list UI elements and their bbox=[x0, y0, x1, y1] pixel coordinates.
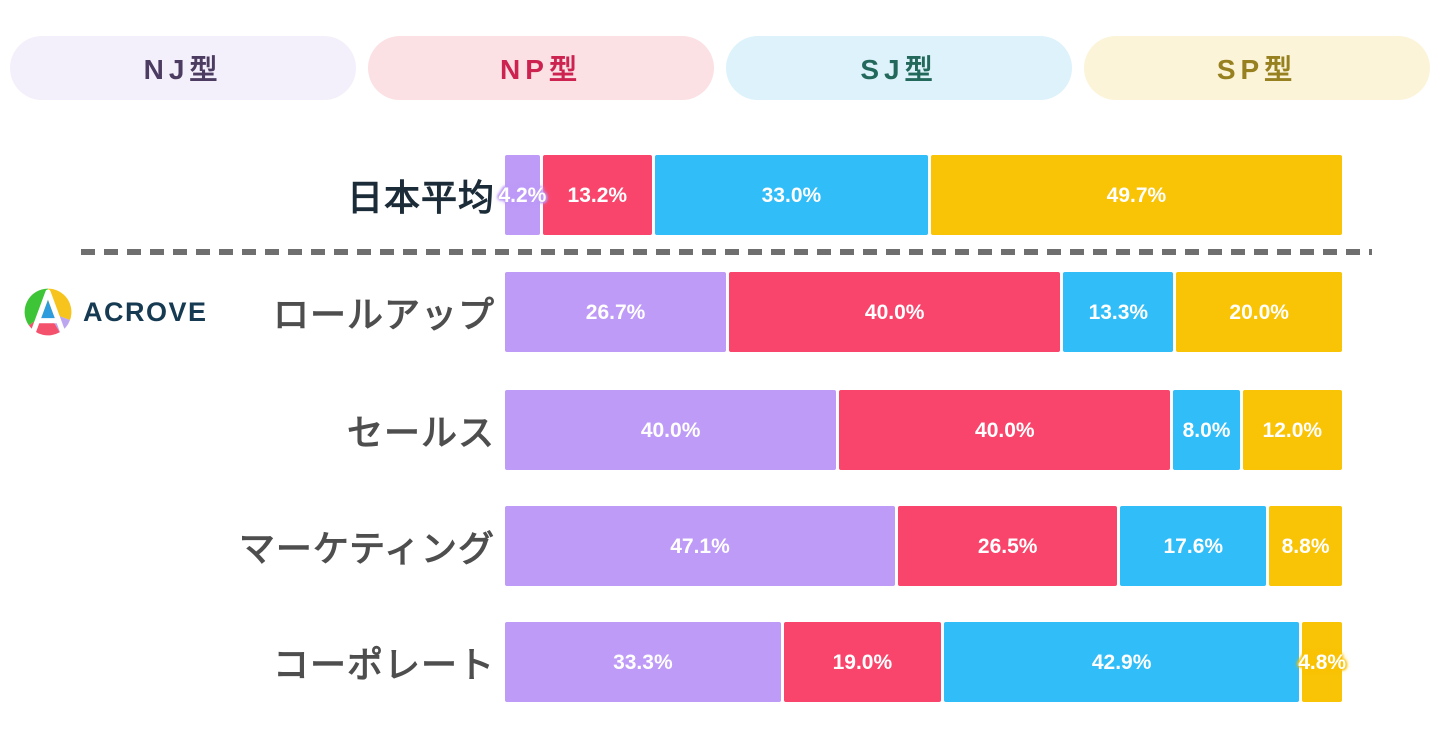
percent-label: 4.8% bbox=[1298, 650, 1347, 674]
percent-label: 49.7% bbox=[1106, 183, 1167, 207]
bar-segment-sp: 4.8% bbox=[1298, 622, 1346, 702]
stacked-bar-japan-average: 4.2% 13.2% 33.0% 49.7% bbox=[498, 155, 1342, 235]
bar-segment-sp: 20.0% bbox=[1176, 272, 1342, 352]
legend-pill-sj: SJ型 bbox=[726, 36, 1072, 100]
percent-label: 8.0% bbox=[1182, 418, 1231, 442]
row-label-rollup: ロールアップ bbox=[272, 294, 495, 335]
bar-segment-nj: 33.3% bbox=[505, 622, 781, 702]
row-label-corporate: コーポレート bbox=[272, 644, 495, 685]
bar-row-rollup: ロールアップ 26.7% 40.0% 13.3% 20.0% bbox=[0, 272, 1440, 352]
percent-label: 13.3% bbox=[1088, 300, 1149, 324]
legend-pill-sj-label: SJ型 bbox=[860, 54, 938, 85]
legend-pill-nj: NJ型 bbox=[10, 36, 356, 100]
legend: NJ型 NP型 SJ型 SP型 bbox=[10, 36, 1430, 100]
stacked-bar-corporate: 33.3% 19.0% 42.9% 4.8% bbox=[505, 622, 1346, 702]
acrove-logo: ACROVE bbox=[22, 284, 208, 340]
percent-label: 13.2% bbox=[567, 183, 628, 207]
row-label-japan-average: 日本平均 bbox=[346, 177, 495, 218]
bar-segment-nj: 40.0% bbox=[505, 390, 837, 470]
bar-segment-np: 26.5% bbox=[897, 506, 1118, 586]
bar-row-sales: セールス 40.0% 40.0% 8.0% 12.0% bbox=[0, 390, 1440, 470]
legend-pill-nj-label: NJ型 bbox=[143, 54, 223, 85]
bar-segment-sj: 33.0% bbox=[654, 155, 928, 235]
bar-segment-np: 13.2% bbox=[542, 155, 652, 235]
row-label-marketing: マーケティング bbox=[238, 528, 495, 569]
acrove-wordmark: ACROVE bbox=[83, 296, 208, 327]
bar-segment-nj: 4.2% bbox=[498, 155, 546, 235]
percent-label: 40.0% bbox=[864, 300, 925, 324]
percent-label: 33.0% bbox=[761, 183, 822, 207]
legend-pill-sp-label: SP型 bbox=[1216, 54, 1298, 85]
bar-row-corporate: コーポレート 33.3% 19.0% 42.9% 4.8% bbox=[0, 622, 1440, 702]
bar-segment-np: 40.0% bbox=[839, 390, 1171, 470]
percent-label: 26.7% bbox=[585, 300, 646, 324]
stacked-bar-marketing: 47.1% 26.5% 17.6% 8.8% bbox=[505, 506, 1342, 586]
percent-label: 12.0% bbox=[1262, 418, 1323, 442]
bar-segment-sp: 12.0% bbox=[1242, 390, 1342, 470]
percent-label: 8.8% bbox=[1281, 534, 1330, 558]
bar-segment-np: 19.0% bbox=[783, 622, 942, 702]
legend-pill-sp: SP型 bbox=[1084, 36, 1430, 100]
percent-label: 42.9% bbox=[1091, 650, 1152, 674]
percent-label: 19.0% bbox=[832, 650, 893, 674]
percent-label: 47.1% bbox=[670, 534, 730, 558]
bar-segment-sj: 13.3% bbox=[1063, 272, 1174, 352]
bar-segment-np: 40.0% bbox=[729, 272, 1061, 352]
percent-label: 17.6% bbox=[1163, 534, 1224, 558]
bar-segment-sp: 8.8% bbox=[1269, 506, 1342, 586]
row-label-sales: セールス bbox=[346, 412, 495, 453]
percent-label: 33.3% bbox=[613, 650, 673, 674]
legend-pill-np-label: NP型 bbox=[500, 54, 582, 85]
percent-label: 40.0% bbox=[975, 418, 1035, 442]
stacked-bar-sales: 40.0% 40.0% 8.0% 12.0% bbox=[505, 390, 1342, 470]
bar-row-japan-average: 日本平均 4.2% 13.2% 33.0% 49.7% bbox=[0, 155, 1440, 235]
percent-label: 26.5% bbox=[977, 534, 1038, 558]
stacked-bar-rollup: 26.7% 40.0% 13.3% 20.0% bbox=[505, 272, 1342, 352]
percent-label: 20.0% bbox=[1229, 300, 1289, 324]
percent-label: 40.0% bbox=[640, 418, 701, 442]
percent-label: 4.2% bbox=[498, 183, 547, 207]
legend-pill-np: NP型 bbox=[368, 36, 714, 100]
bar-segment-sp: 49.7% bbox=[930, 155, 1342, 235]
dashed-separator-line bbox=[81, 249, 1372, 255]
bar-segment-sj: 8.0% bbox=[1173, 390, 1240, 470]
bar-segment-nj: 26.7% bbox=[505, 272, 727, 352]
bar-segment-sj: 17.6% bbox=[1120, 506, 1267, 586]
bar-row-marketing: マーケティング 47.1% 26.5% 17.6% 8.8% bbox=[0, 506, 1440, 586]
bar-segment-sj: 42.9% bbox=[944, 622, 1300, 702]
bar-segment-nj: 47.1% bbox=[505, 506, 895, 586]
acrove-logo-icon bbox=[24, 288, 72, 336]
